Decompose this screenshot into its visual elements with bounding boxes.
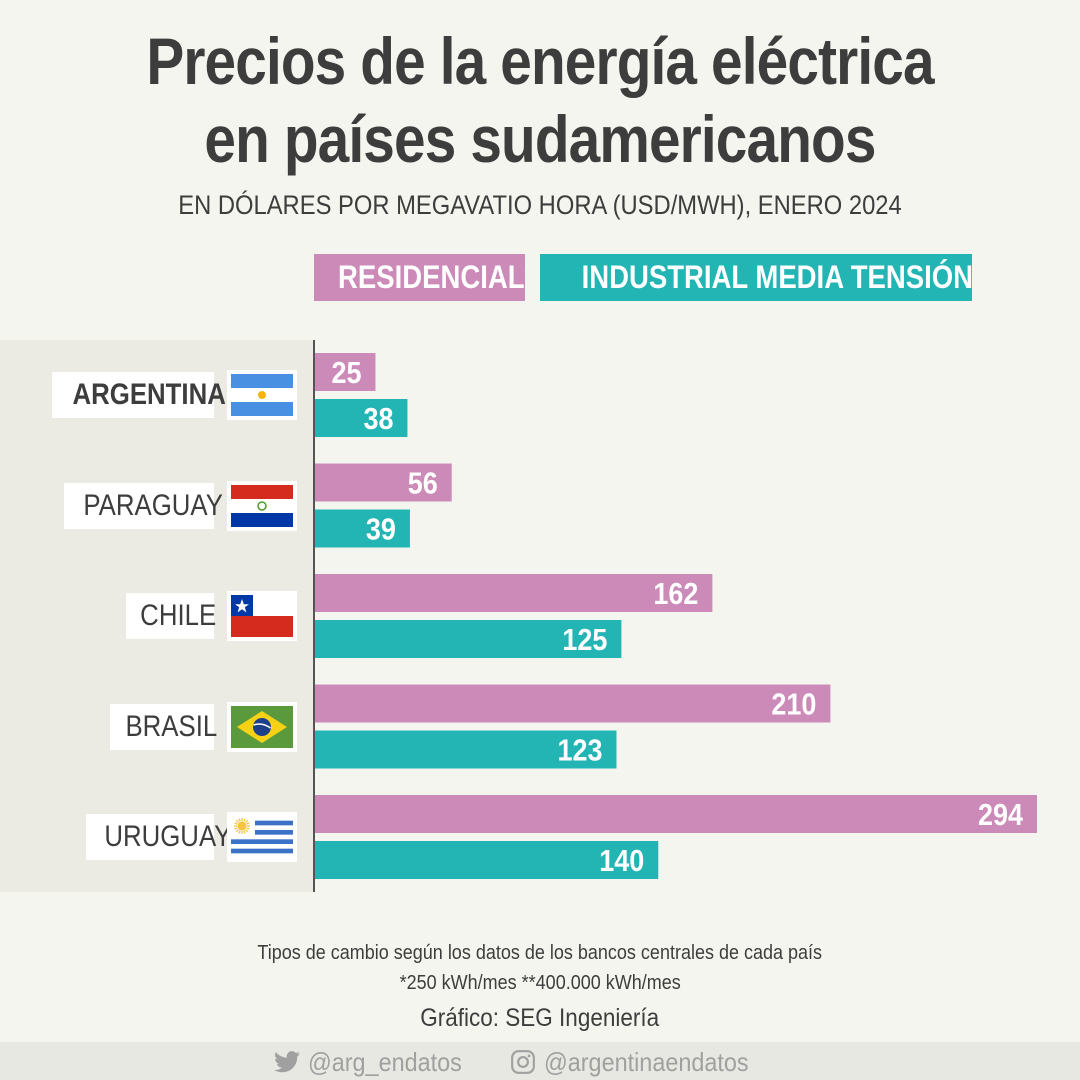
note-exchange: Tipos de cambio según los datos de los b… bbox=[257, 942, 823, 964]
data-label-brasil-residencial: 210 bbox=[771, 687, 816, 722]
bar-argentina-residencial bbox=[314, 353, 376, 391]
brasil-flag-icon bbox=[227, 701, 297, 752]
data-label-chile-residencial: 162 bbox=[653, 576, 698, 611]
bar-uruguay-residencial bbox=[314, 795, 1037, 833]
data-label-argentina-residencial: 25 bbox=[331, 355, 361, 390]
data-label-brasil-industrial: 123 bbox=[557, 733, 602, 768]
category-label-argentina: ARGENTINA bbox=[52, 372, 226, 418]
legend-industrial: INDUSTRIAL MEDIA TENSIÓN** bbox=[540, 254, 972, 301]
uruguay-flag-icon bbox=[227, 812, 297, 862]
notes: Tipos de cambio según los datos de los b… bbox=[0, 938, 1080, 998]
data-label-chile-industrial: 125 bbox=[562, 622, 607, 657]
bar-brasil-residencial bbox=[314, 684, 831, 723]
data-label-uruguay-residencial: 294 bbox=[978, 797, 1024, 832]
legend-residential-label: RESIDENCIAL* bbox=[338, 259, 525, 295]
legend-residential: RESIDENCIAL* bbox=[314, 254, 525, 301]
twitter-icon bbox=[274, 1051, 300, 1073]
category-label-paraguay: PARAGUAY bbox=[64, 482, 223, 529]
credit-text: Gráfico: SEG Ingeniería bbox=[420, 1004, 660, 1032]
twitter-handle-text: @arg_endatos bbox=[308, 1047, 462, 1078]
bar-uruguay-industrial bbox=[314, 841, 659, 879]
chart-title: Precios de la energía eléctrica en paíse… bbox=[76, 22, 1005, 178]
credit: Gráfico: SEG Ingeniería bbox=[0, 1004, 1080, 1033]
bar-brasil-industrial bbox=[314, 730, 617, 769]
bar-paraguay-residencial bbox=[314, 463, 452, 502]
data-label-paraguay-residencial: 56 bbox=[408, 466, 438, 501]
instagram-icon bbox=[511, 1050, 535, 1075]
instagram-handle-text: @argentinaendatos bbox=[544, 1047, 749, 1078]
category-label-uruguay: URUGUAY bbox=[86, 814, 231, 860]
chile-flag-icon bbox=[227, 591, 297, 641]
legend-industrial-label: INDUSTRIAL MEDIA TENSIÓN** bbox=[581, 259, 972, 295]
title-line-2: en países sudamericanos bbox=[204, 102, 876, 176]
data-label-paraguay-industrial: 39 bbox=[366, 512, 396, 547]
bar-argentina-industrial bbox=[314, 399, 408, 437]
twitter-handle[interactable]: @arg_endatos bbox=[274, 1042, 479, 1080]
bar-chile-industrial bbox=[314, 620, 622, 658]
data-label-argentina-industrial: 38 bbox=[363, 401, 393, 436]
bar-paraguay-industrial bbox=[314, 509, 410, 548]
bar-chile-residencial bbox=[314, 574, 713, 612]
chart-subtitle: EN DÓLARES POR MEGAVATIO HORA (USD/MWH),… bbox=[178, 190, 902, 220]
category-label-brasil: BRASIL bbox=[110, 703, 217, 750]
title-line-1: Precios de la energía eléctrica bbox=[146, 24, 934, 98]
data-label-uruguay-industrial: 140 bbox=[599, 843, 644, 878]
instagram-handle[interactable]: @argentinaendatos bbox=[510, 1042, 771, 1080]
note-consumption: *250 kWh/mes **400.000 kWh/mes bbox=[399, 972, 681, 994]
paraguay-flag-icon bbox=[227, 480, 297, 531]
category-label-chile: CHILE bbox=[126, 593, 216, 639]
footer: @arg_endatos @argentinaendatos bbox=[0, 1042, 1080, 1080]
argentina-flag-icon bbox=[227, 370, 297, 420]
